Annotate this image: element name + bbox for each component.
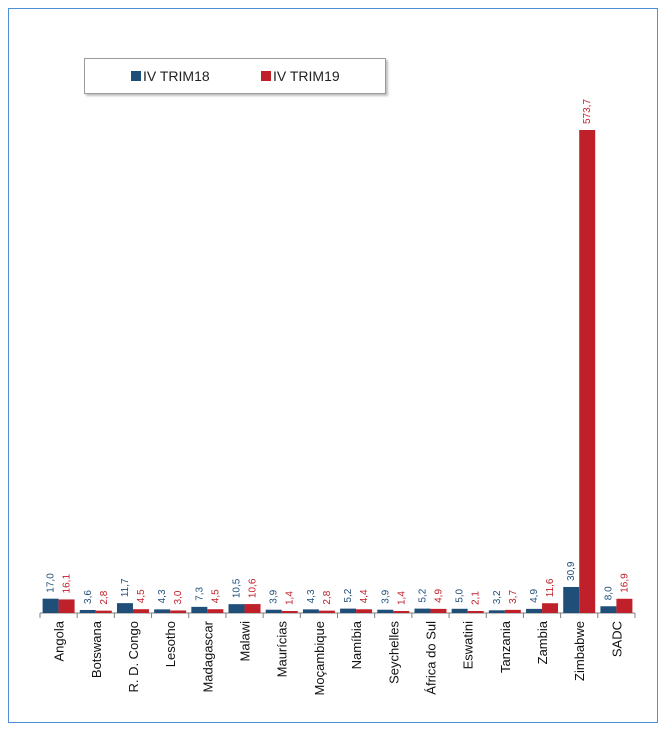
bar-iv-trim19 (132, 609, 149, 613)
category-label: Malawi (238, 621, 253, 662)
legend-item-series-2: IV TRIM19 (261, 68, 340, 84)
data-label: 3,0 (173, 590, 184, 604)
category-label: Moçambique (312, 621, 327, 695)
data-label: 2,1 (471, 591, 482, 605)
bar-iv-trim19 (542, 603, 559, 613)
bar-iv-trim19 (616, 598, 633, 613)
legend: IV TRIM18 IV TRIM19 (84, 58, 386, 94)
bar-iv-trim18 (154, 609, 171, 613)
bar-iv-trim18 (79, 609, 96, 613)
legend-swatch-series-2 (261, 71, 271, 81)
category-label: Angola (52, 620, 67, 661)
data-label: 5,2 (343, 588, 354, 602)
data-label: 3,2 (492, 590, 503, 604)
bar-iv-trim18 (488, 610, 505, 613)
data-label: 10,5 (232, 578, 243, 598)
bar-iv-trim19 (356, 609, 373, 613)
data-label: 4,5 (210, 589, 221, 603)
data-label: 16,9 (619, 573, 630, 593)
data-label: 3,7 (508, 590, 519, 604)
data-label: 4,3 (306, 589, 317, 603)
data-label: 1,4 (396, 591, 407, 605)
data-label: 16,1 (62, 574, 73, 594)
bar-iv-trim19 (430, 608, 447, 613)
category-label: R. D. Congo (126, 621, 141, 693)
bar-iv-trim19 (281, 611, 298, 613)
bar-iv-trim19 (318, 610, 335, 613)
data-label: 3,6 (83, 590, 94, 604)
category-label: Tanzania (498, 620, 513, 673)
bar-iv-trim18 (451, 608, 468, 613)
bar-iv-trim18 (116, 603, 133, 613)
bar-iv-trim19 (207, 609, 224, 613)
bar-iv-trim18 (340, 608, 357, 613)
category-label: Maurícias (275, 621, 290, 678)
category-label: África do Sul (423, 621, 438, 695)
chart-frame (8, 8, 658, 723)
legend-swatch-series-1 (131, 71, 141, 81)
data-label: 7,3 (194, 587, 205, 601)
data-label: 4,3 (157, 589, 168, 603)
data-label: 17,0 (46, 573, 57, 593)
bar-iv-trim19 (393, 611, 410, 613)
data-label: 3,9 (380, 589, 391, 603)
data-label: 4,4 (359, 589, 370, 603)
bar-iv-trim18 (377, 609, 394, 613)
category-label: SADC (609, 621, 624, 657)
legend-label-series-1: IV TRIM18 (143, 68, 210, 84)
data-label: 8,0 (603, 586, 614, 600)
bar-iv-trim19 (579, 130, 596, 613)
data-label: 4,9 (529, 589, 540, 603)
category-label: Eswatini (461, 621, 476, 670)
category-label: Seychelles (386, 621, 401, 684)
bar-iv-trim19 (95, 610, 112, 613)
bar-iv-trim18 (526, 608, 543, 613)
bar-iv-trim18 (414, 608, 431, 613)
category-label: Zimbabwe (572, 621, 587, 681)
data-label: 4,5 (136, 589, 147, 603)
data-label: 573,7 (582, 99, 593, 124)
bar-iv-trim18 (228, 604, 245, 613)
bar-iv-trim19 (244, 604, 261, 613)
data-label: 2,8 (99, 590, 110, 604)
bar-iv-trim18 (600, 606, 617, 613)
data-label: 30,9 (566, 561, 577, 581)
bar-iv-trim19 (58, 599, 75, 613)
bar-iv-trim18 (265, 609, 282, 613)
category-label: Botswana (89, 620, 104, 678)
category-label: Namíbia (349, 620, 364, 669)
data-label: 1,4 (285, 591, 296, 605)
data-label: 2,8 (322, 590, 333, 604)
legend-label-series-2: IV TRIM19 (273, 68, 340, 84)
bar-iv-trim18 (42, 598, 59, 613)
data-label: 11,6 (545, 578, 556, 597)
bar-iv-trim18 (302, 609, 319, 613)
bar-iv-trim18 (191, 606, 208, 613)
data-label: 11,7 (120, 578, 131, 597)
bar-iv-trim19 (504, 609, 521, 613)
bar-iv-trim19 (170, 610, 187, 613)
category-label: Zambia (535, 620, 550, 664)
data-label: 4,9 (433, 589, 444, 603)
legend-item-series-1: IV TRIM18 (131, 68, 210, 84)
data-label: 10,6 (248, 578, 259, 598)
category-label: Madagascar (200, 620, 215, 692)
data-label: 5,0 (455, 588, 466, 602)
category-label: Lesotho (163, 621, 178, 667)
bar-iv-trim18 (563, 586, 580, 613)
data-label: 5,2 (417, 588, 428, 602)
bar-iv-trim19 (467, 611, 484, 613)
data-label: 3,9 (269, 589, 280, 603)
